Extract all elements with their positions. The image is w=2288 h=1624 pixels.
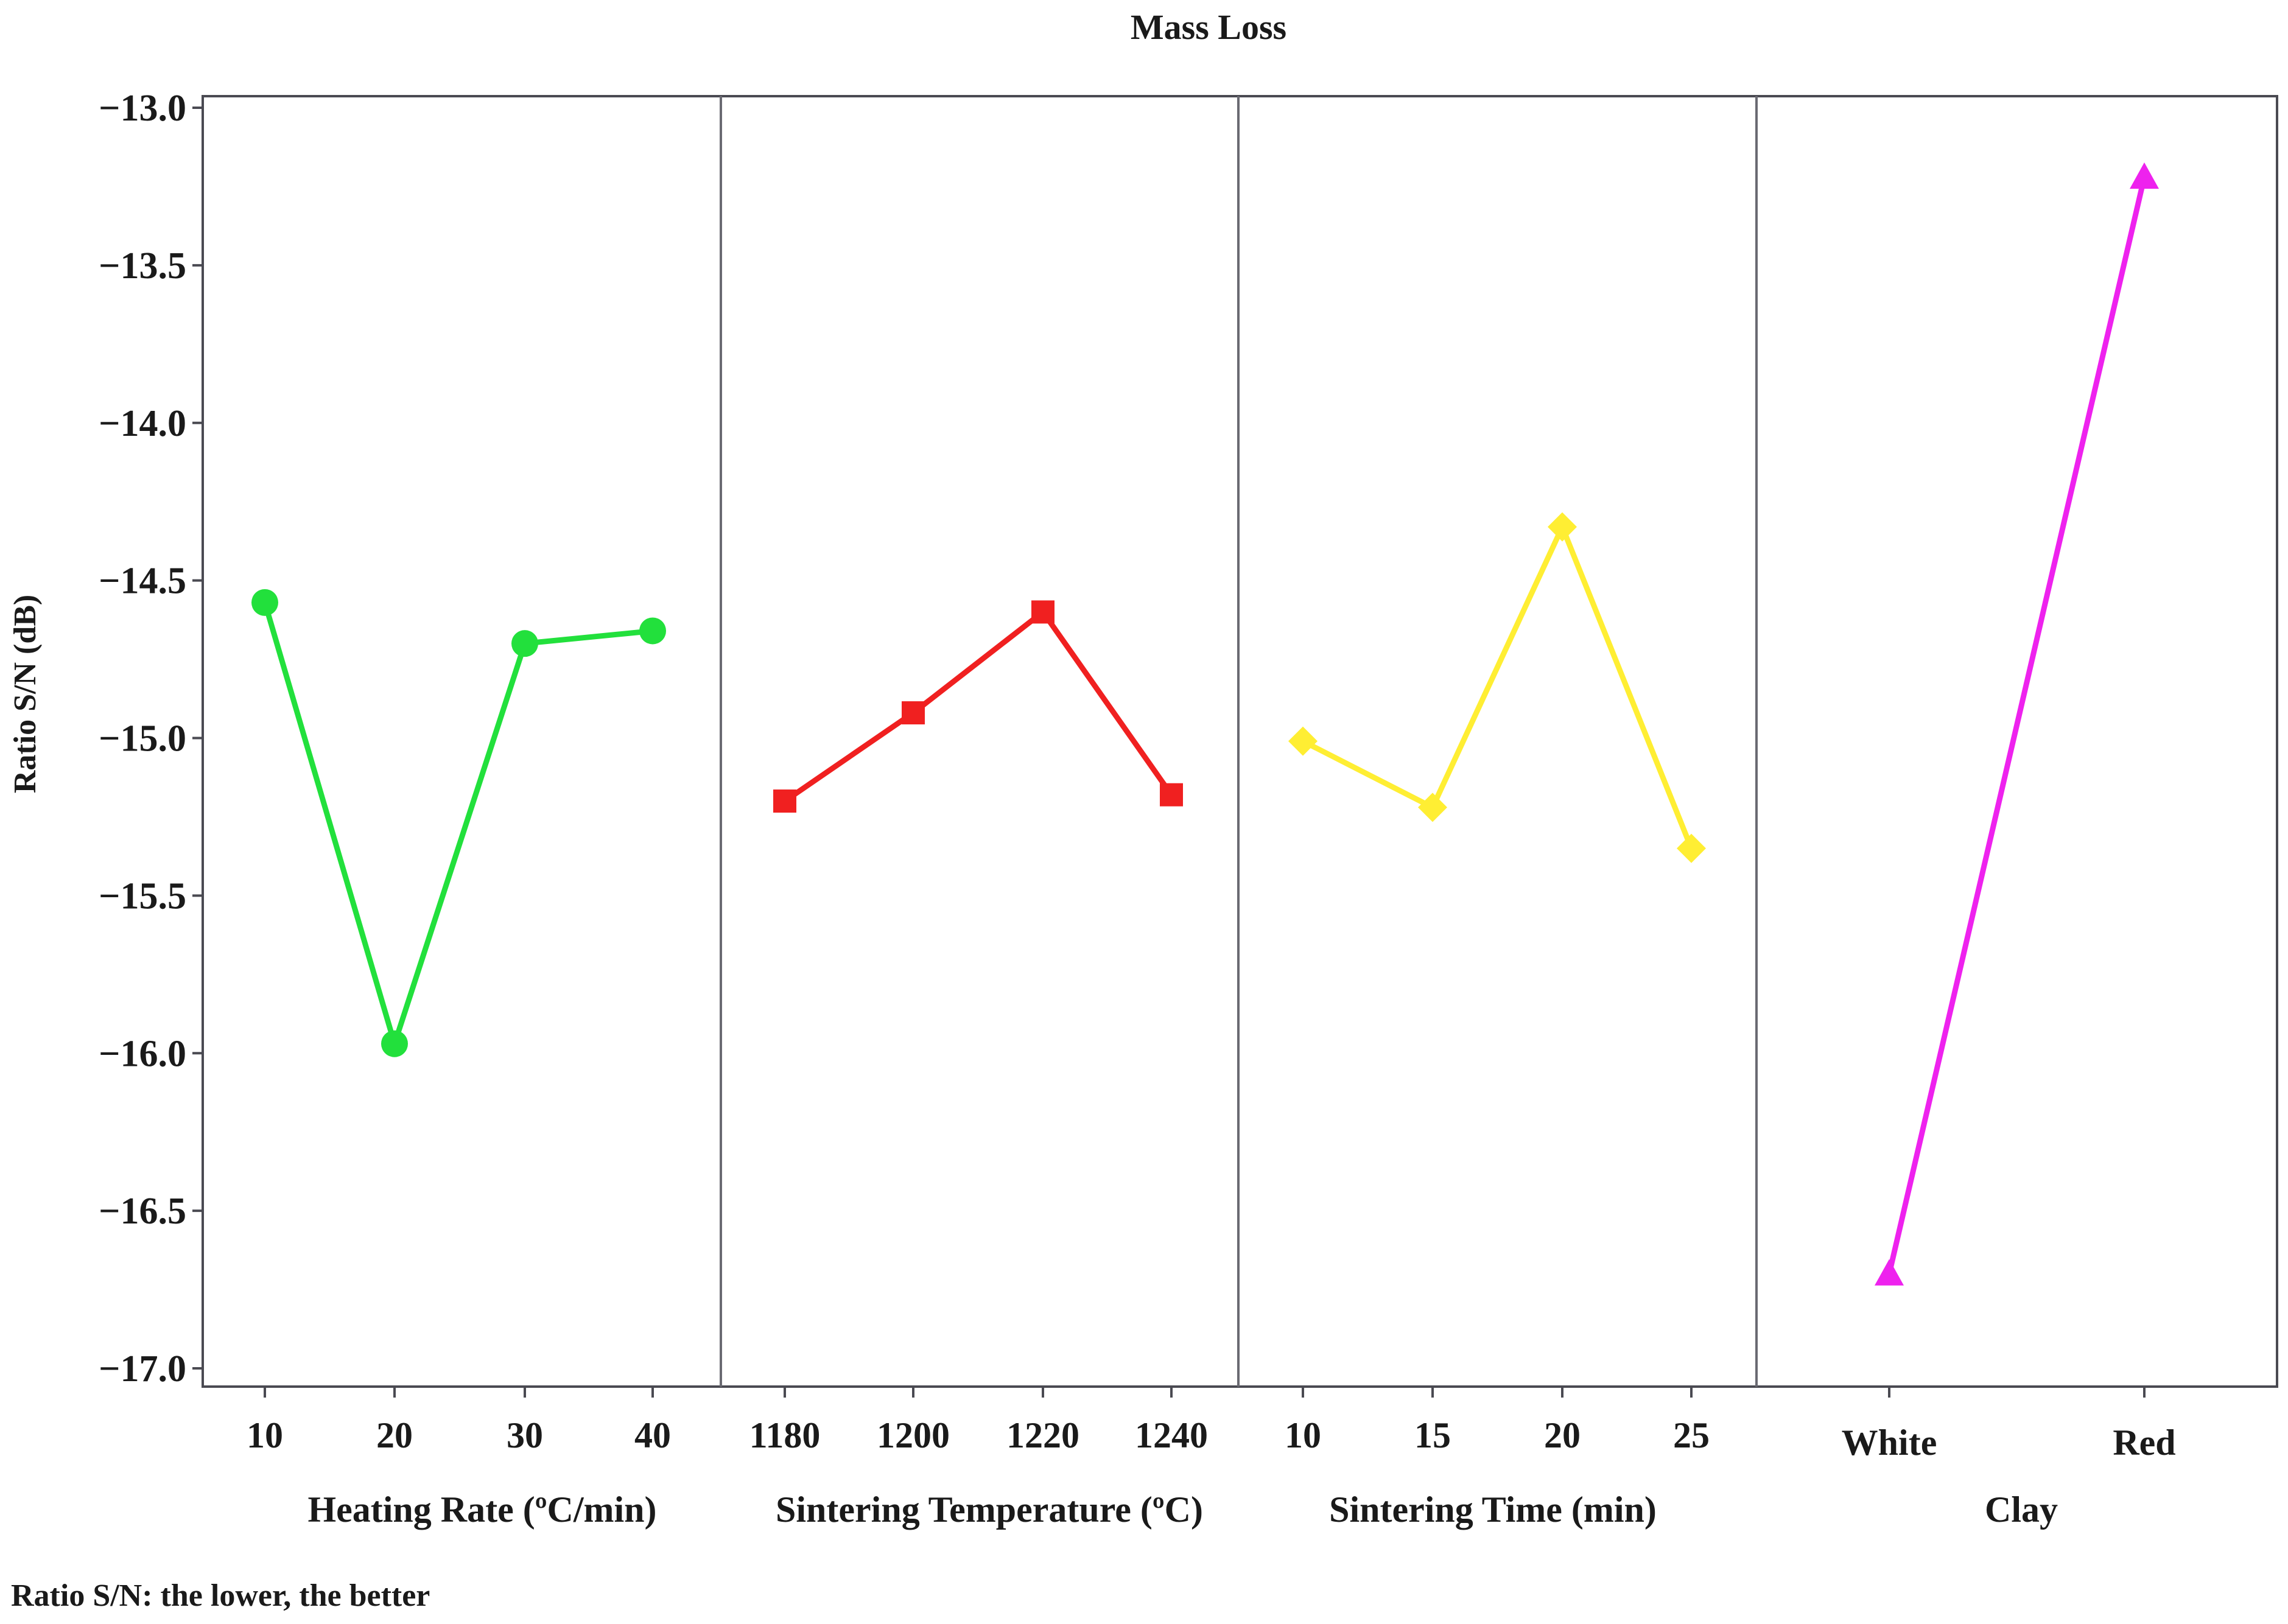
data-point <box>1548 512 1577 542</box>
data-point <box>1160 783 1183 807</box>
data-point <box>639 617 666 645</box>
series-line <box>1301 524 1694 850</box>
y-tick-label: −13.5 <box>99 245 186 287</box>
factor-panels: 10 20 30 40 Heating Rate (ºC/min) 1180 1200 122… <box>247 96 2176 1530</box>
y-tick-label: −14.0 <box>99 403 186 444</box>
x-tick-label: 20 <box>376 1415 413 1455</box>
data-point <box>251 589 278 616</box>
y-axis: −13.0 −13.5 −14.0 −14.5 −15.0 −15.5 −16.0 −16.5… <box>99 88 203 1390</box>
y-tick-label: −16.5 <box>99 1191 186 1232</box>
x-tick-label: White <box>1842 1423 1937 1463</box>
x-tick-label: 10 <box>1285 1415 1321 1455</box>
x-tick-label: 1220 <box>1006 1415 1079 1455</box>
x-tick-label: 40 <box>634 1415 671 1455</box>
y-tick-label: −16.0 <box>99 1033 186 1074</box>
y-tick-label: −13.0 <box>99 88 186 129</box>
plot-frame <box>202 95 2278 1388</box>
y-tick-label: −15.0 <box>99 718 186 760</box>
x-tick-label: 1200 <box>877 1415 950 1455</box>
y-tick-label: −14.5 <box>99 561 186 602</box>
data-point <box>773 789 796 813</box>
data-point <box>1875 1259 1904 1286</box>
data-point <box>381 1030 408 1057</box>
footnote: Ratio S/N: the lower, the better <box>11 1578 430 1613</box>
factor-label: Clay <box>1985 1489 2058 1530</box>
factor-label: Sintering Time (min) <box>1329 1489 1657 1530</box>
factor-panel: 10 20 30 40 Heating Rate (ºC/min) <box>247 589 671 1530</box>
data-point <box>1418 793 1447 822</box>
x-tick-label: 15 <box>1414 1415 1451 1455</box>
factor-panel: 10 15 20 25 Sintering Time (min) <box>1285 512 1710 1530</box>
factor-panel: 1180 1200 1220 1240 Sintering Temperature (º… <box>749 600 1208 1530</box>
x-tick-label: 30 <box>507 1415 543 1455</box>
data-point <box>1677 833 1706 863</box>
factor-label: Heating Rate (ºC/min) <box>307 1489 656 1530</box>
factor-panel: White Red Clay <box>1842 162 2176 1530</box>
x-tick-label: 20 <box>1544 1415 1581 1455</box>
data-point <box>511 630 538 657</box>
y-tick-label: −15.5 <box>99 875 186 917</box>
data-point <box>2130 162 2159 189</box>
factor-label: Sintering Temperature (ºC) <box>776 1489 1203 1530</box>
chart-title: Mass Loss <box>1131 7 1286 47</box>
x-tick-label: Red <box>2113 1423 2175 1463</box>
x-tick-label: 1240 <box>1135 1415 1208 1455</box>
series-line <box>1886 176 2147 1275</box>
data-point <box>1031 600 1055 624</box>
series-line <box>262 601 653 1047</box>
data-point <box>902 701 925 725</box>
series-line <box>783 609 1174 803</box>
y-axis-label: Ratio S/N (dB) <box>8 595 43 793</box>
x-tick-label: 25 <box>1673 1415 1710 1455</box>
y-tick-label: −17.0 <box>99 1348 186 1390</box>
data-point <box>1288 726 1318 756</box>
x-tick-label: 10 <box>247 1415 283 1455</box>
x-tick-label: 1180 <box>749 1415 821 1455</box>
